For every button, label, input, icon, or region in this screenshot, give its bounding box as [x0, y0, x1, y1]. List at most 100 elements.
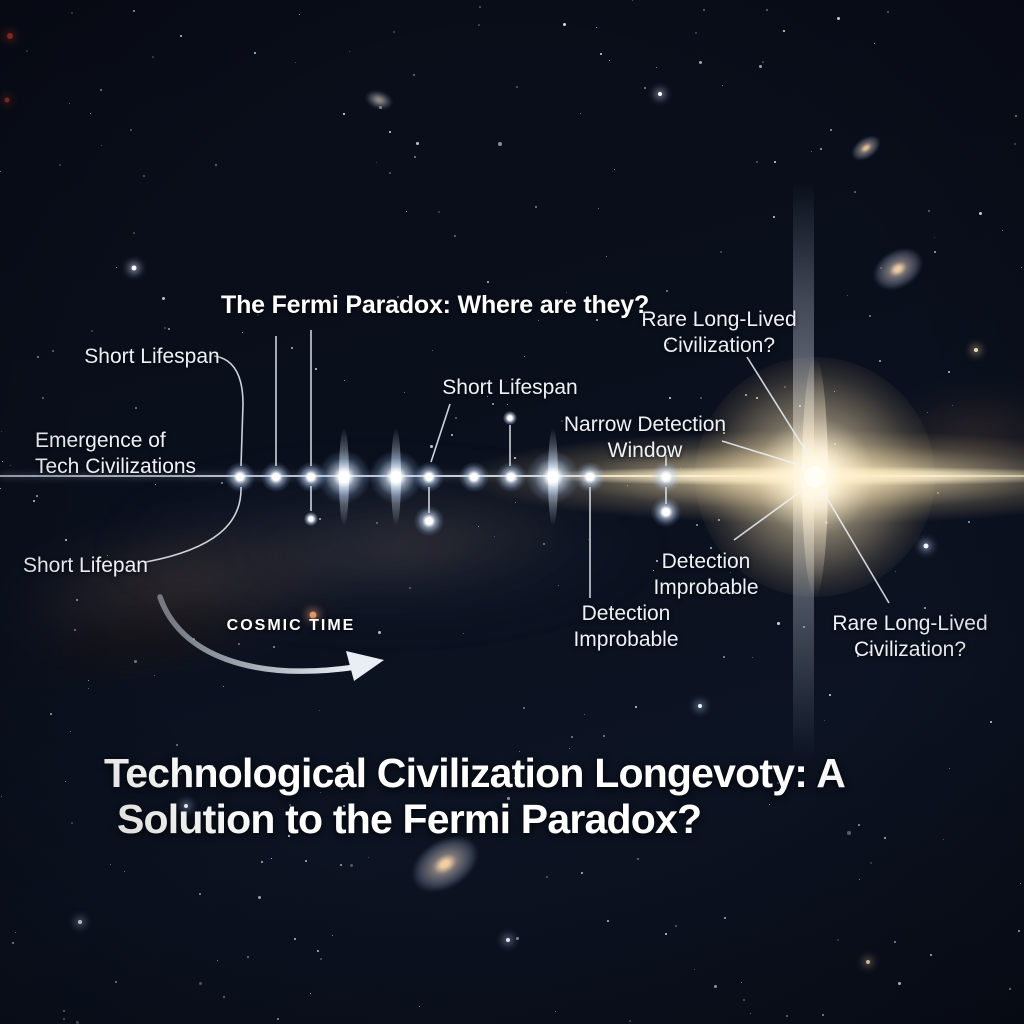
civilization-dot	[459, 462, 489, 492]
star	[741, 982, 743, 984]
star	[822, 1014, 825, 1017]
star	[254, 52, 256, 54]
star	[346, 762, 349, 765]
label-rare-long-lived-civilization-bottom-line: Civilization?	[832, 637, 987, 663]
star	[669, 397, 672, 400]
star	[830, 129, 832, 131]
star	[614, 169, 616, 171]
label-short-lifespan-center-line: Short Lifespan	[442, 375, 577, 401]
star	[176, 744, 179, 747]
star	[516, 86, 518, 88]
star	[350, 864, 353, 867]
star	[752, 657, 753, 658]
star	[563, 23, 567, 27]
star	[59, 164, 61, 166]
star	[438, 211, 441, 214]
star	[598, 208, 599, 209]
star	[133, 10, 136, 13]
star	[777, 782, 780, 785]
star	[1, 431, 3, 433]
star	[930, 954, 932, 956]
main-title-line2: Solution to the Fermi Paradox?	[104, 796, 845, 843]
star	[15, 932, 16, 933]
star	[492, 403, 495, 406]
star	[773, 216, 775, 218]
civilization-dot	[261, 462, 291, 492]
star	[258, 896, 262, 900]
star	[730, 572, 732, 574]
star	[571, 736, 573, 738]
connector-short-lifepan	[145, 486, 242, 563]
connector-short-lifespan-left	[213, 355, 244, 467]
label-rare-long-lived-civilization-top-line: Rare Long-Lived	[641, 307, 796, 333]
star	[432, 350, 434, 352]
star	[368, 857, 370, 859]
label-rare-long-lived-civilization-top: Rare Long-LivedCivilization?	[641, 307, 796, 360]
label-short-lifepan-lower-left-line: Short Lifepan	[23, 553, 148, 579]
star	[695, 32, 697, 34]
star	[271, 858, 273, 860]
label-detection-improbable-center-line: Improbable	[573, 627, 678, 653]
ray-to-rare-civilization-bottom	[823, 492, 890, 604]
star	[1002, 230, 1004, 232]
star	[63, 1010, 65, 1012]
star	[91, 330, 93, 332]
cosmic-time-arrow	[157, 594, 384, 681]
label-detection-improbable-right: DetectionImprobable	[653, 549, 758, 602]
star	[42, 397, 44, 399]
star	[393, 31, 396, 34]
cosmic-time-label: COSMIC TIME	[227, 617, 356, 635]
star	[1020, 883, 1022, 885]
star	[100, 89, 102, 91]
star	[319, 710, 321, 712]
star	[397, 296, 399, 298]
civilization-dot	[496, 462, 526, 492]
civilization-dot	[414, 462, 444, 492]
star	[618, 646, 620, 648]
star	[12, 942, 14, 944]
star	[164, 327, 167, 330]
star	[199, 893, 202, 896]
label-rare-long-lived-civilization-top-line: Civilization?	[641, 333, 796, 359]
label-narrow-detection-window-line: Narrow Detection	[564, 412, 726, 438]
star	[70, 731, 72, 733]
star	[310, 993, 312, 995]
star	[927, 412, 929, 414]
star	[110, 864, 112, 866]
bright-star	[7, 33, 13, 39]
star	[294, 938, 297, 941]
star	[223, 996, 226, 999]
star	[783, 30, 785, 32]
star	[538, 320, 540, 322]
label-narrow-detection-window-line: Window	[564, 438, 726, 464]
star	[36, 495, 38, 497]
star	[870, 862, 872, 864]
bright-star	[866, 960, 870, 964]
star	[894, 941, 897, 944]
star	[606, 256, 608, 258]
star	[133, 232, 135, 234]
connector-short-lifespan-center	[430, 403, 451, 463]
cosmic-time-arrow-shaft	[157, 594, 359, 674]
fermi-paradox-heading: The Fermi Paradox: Where are they?	[221, 291, 649, 320]
star	[720, 251, 723, 254]
bright-star	[698, 704, 702, 708]
label-detection-improbable-right-line: Improbable	[653, 575, 758, 601]
bright-star	[131, 265, 137, 271]
label-rare-long-lived-civilization-bottom-line: Rare Long-Lived	[832, 611, 987, 637]
star	[52, 350, 54, 352]
civilization-dot	[225, 462, 255, 492]
star	[211, 765, 213, 767]
star	[1018, 930, 1020, 932]
star	[107, 555, 109, 557]
label-short-lifespan-left-line: Short Lifespan	[84, 344, 219, 370]
star	[535, 206, 537, 208]
star	[290, 812, 292, 814]
star	[581, 872, 583, 874]
label-rare-long-lived-civilization-bottom: Rare Long-LivedCivilization?	[832, 611, 987, 664]
star	[50, 713, 52, 715]
